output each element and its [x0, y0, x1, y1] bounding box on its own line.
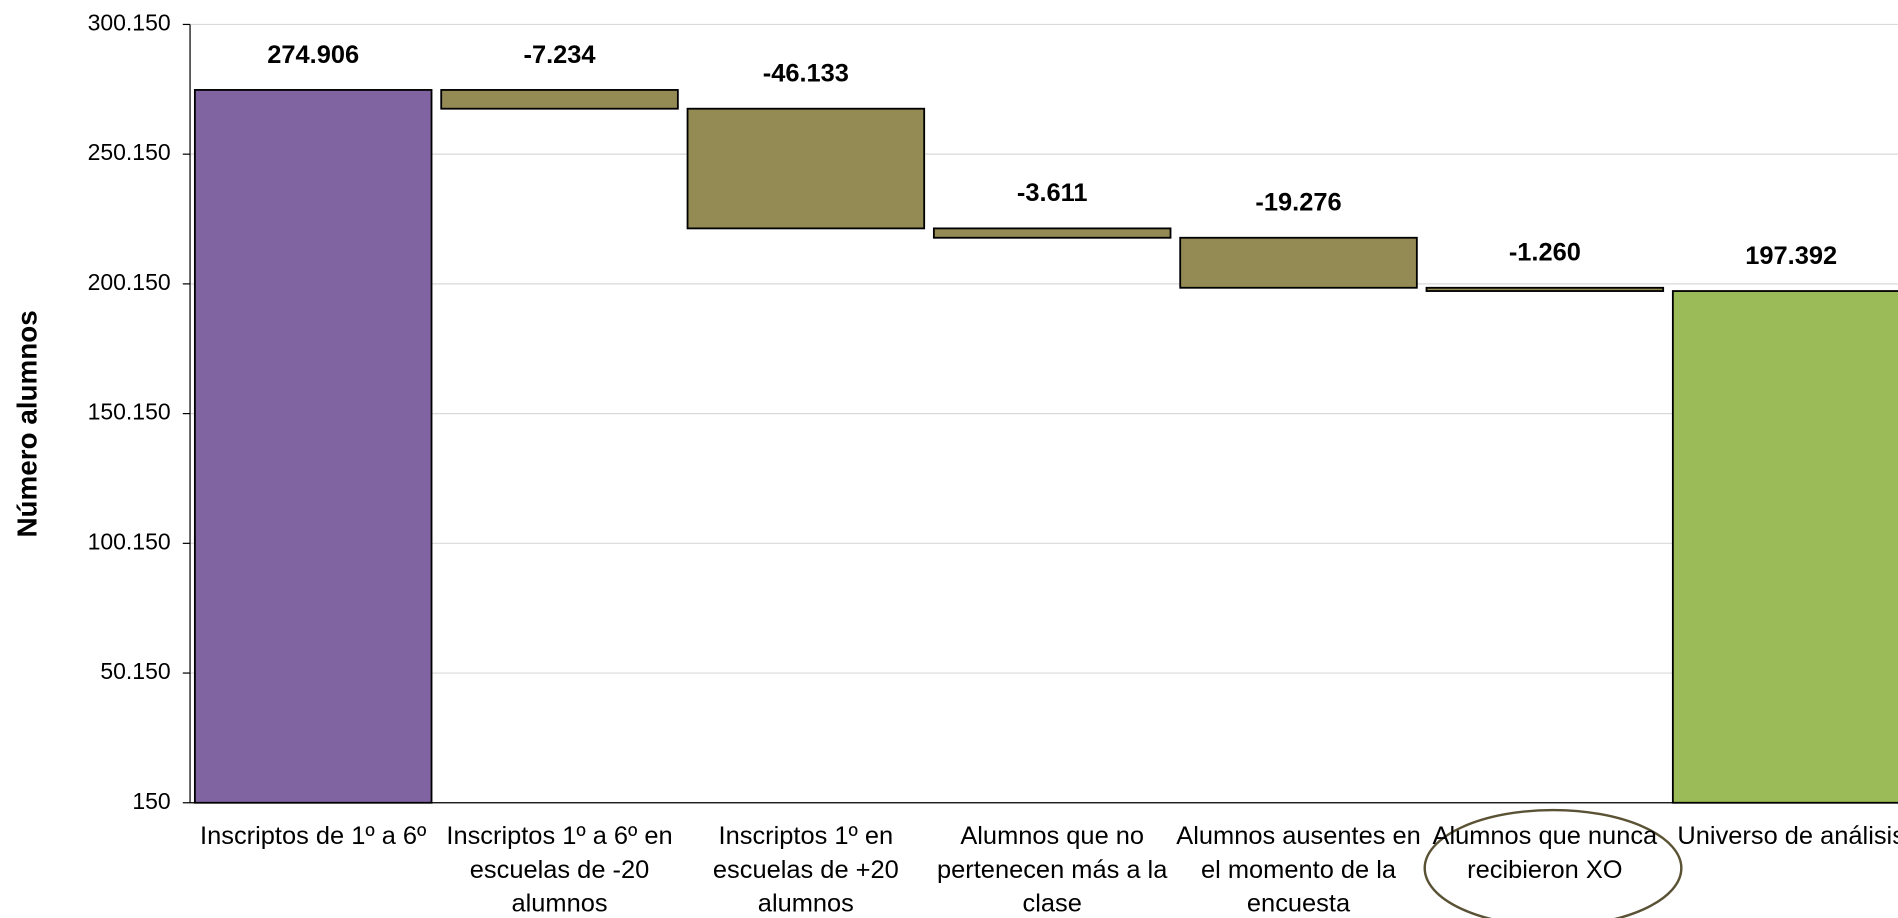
y-axis-title: Número alumnos	[11, 310, 42, 537]
y-tick-label: 300.150	[88, 10, 171, 36]
x-tick-label: Inscriptos 1º a 6º en escuelas de -20 al…	[446, 822, 673, 918]
y-tick-label: 150	[132, 788, 170, 814]
value-label: -1.260	[1509, 239, 1581, 267]
x-tick-label: Alumnos que nunca recibieron XO	[1432, 822, 1658, 884]
value-label: -7.234	[524, 41, 596, 69]
value-label: -19.276	[1255, 189, 1341, 217]
value-label: 197.392	[1745, 242, 1837, 270]
bar	[1425, 286, 1665, 292]
bar	[1179, 236, 1418, 289]
y-tick-label: 50.150	[100, 658, 170, 684]
x-tick-label-box: Inscriptos de 1º a 6º	[200, 822, 427, 850]
x-tick-label-box: Alumnos que no pertenecen más a la clase	[937, 822, 1168, 918]
value-label: -46.133	[763, 60, 849, 88]
x-tick-label: Alumnos que no pertenecen más a la clase	[937, 822, 1168, 918]
value-label: 274.906	[267, 41, 359, 69]
bar	[440, 89, 679, 110]
bar	[932, 227, 1172, 239]
highlight-ellipse	[1423, 808, 1683, 918]
bar	[193, 89, 433, 804]
y-tick-label: 200.150	[88, 269, 171, 295]
y-tick-label: 100.150	[88, 528, 171, 554]
bar	[1671, 290, 1898, 804]
y-tick-label: 250.150	[88, 139, 171, 165]
x-tick-label: Inscriptos de 1º a 6º	[200, 822, 427, 850]
x-tick-label: Alumnos ausentes en el momento de la enc…	[1176, 822, 1421, 918]
x-tick-label: Universo de análisis	[1677, 822, 1898, 850]
grid	[190, 23, 1898, 804]
x-tick-label-box: Universo de análisis	[1677, 822, 1898, 850]
x-tick-label-box: Alumnos que nunca recibieron XO	[1432, 822, 1658, 884]
bar	[686, 107, 926, 230]
value-label: -3.611	[1017, 179, 1088, 207]
x-tick-label-box: Alumnos ausentes en el momento de la enc…	[1176, 822, 1421, 918]
x-tick-label-box: Inscriptos 1º a 6º en escuelas de -20 al…	[446, 822, 673, 918]
x-tick-label: Inscriptos 1º en escuelas de +20 alumnos	[712, 822, 899, 918]
x-tick-label-box: Inscriptos 1º en escuelas de +20 alumnos	[712, 822, 899, 918]
y-tick-label: 150.150	[88, 399, 171, 425]
